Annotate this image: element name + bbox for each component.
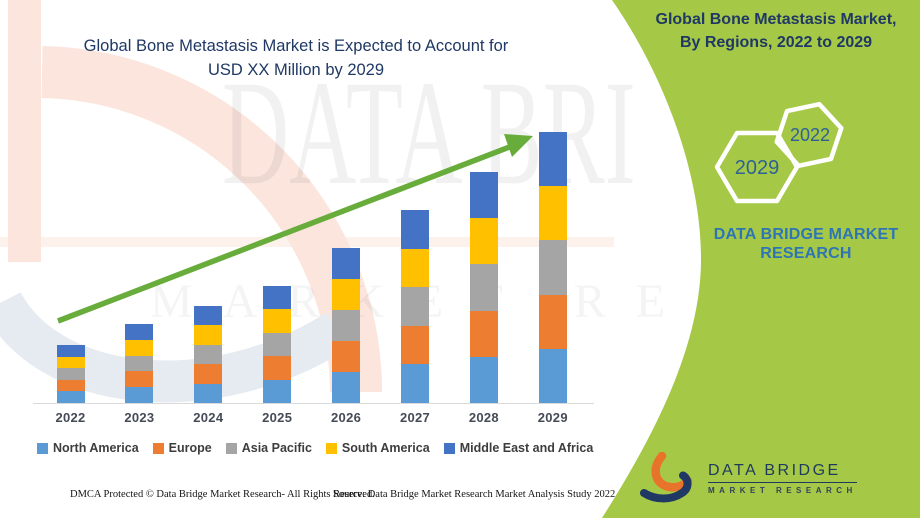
- logo-name: DATA BRIDGE: [708, 462, 857, 483]
- legend-label-middle-east-and-africa: Middle East and Africa: [459, 441, 594, 455]
- brand-text-line1: DATA BRIDGE MARKET: [713, 226, 899, 243]
- bar-2024-segment-south-america: [194, 325, 223, 345]
- footer-source-text: Source: Data Bridge Market Research Mark…: [333, 489, 616, 500]
- bar-2023-segment-south-america: [125, 339, 154, 356]
- bar-2029-segment-middle-east-and-africa: [538, 132, 567, 187]
- hexagon-2022-year: 2022: [790, 125, 830, 145]
- bar-2026-segment-north-america: [332, 372, 361, 403]
- x-axis-label-2028: 2028: [468, 410, 499, 425]
- legend-label-asia-pacific: Asia Pacific: [241, 441, 312, 455]
- data-bridge-logo: DATA BRIDGE MARKET RESEARCH: [640, 452, 857, 504]
- legend-swatch-asia-pacific: [225, 442, 237, 454]
- legend-item-asia-pacific: Asia Pacific: [225, 441, 312, 455]
- legend-label-south-america: South America: [341, 441, 430, 455]
- bar-2026-segment-europe: [332, 341, 361, 372]
- chart-title-line2: USD XX Million by 2029: [207, 61, 385, 79]
- chart-legend: North America Europe Asia Pacific South Ame…: [37, 441, 593, 455]
- bar-2023-segment-north-america: [125, 387, 154, 403]
- chart-title: Global Bone Metastasis Market is Expecte…: [40, 34, 552, 82]
- brand-text-line2: RESEARCH: [760, 245, 852, 262]
- bar-2022-segment-north-america: [56, 391, 85, 403]
- legend-item-south-america: South America: [325, 441, 430, 455]
- bar-2022-segment-south-america: [56, 356, 85, 369]
- bar-2024-segment-north-america: [194, 383, 223, 403]
- x-axis-label-2024: 2024: [193, 410, 224, 425]
- bar-2023-segment-asia-pacific: [125, 355, 154, 372]
- x-axis-label-2025: 2025: [262, 410, 293, 425]
- bar-2022-segment-asia-pacific: [56, 368, 85, 380]
- legend-item-europe: Europe: [152, 441, 212, 455]
- bar-2027-segment-north-america: [401, 364, 429, 403]
- bar-2029-segment-asia-pacific: [538, 240, 567, 295]
- legend-item-middle-east-and-africa: Middle East and Africa: [443, 441, 594, 455]
- logo-text-column: DATA BRIDGE MARKET RESEARCH: [708, 462, 857, 495]
- bar-2029-segment-north-america: [538, 348, 567, 403]
- legend-label-north-america: North America: [53, 441, 139, 455]
- legend-swatch-europe: [152, 442, 164, 454]
- legend-swatch-north-america: [37, 442, 48, 454]
- legend-swatch-middle-east-and-africa: [443, 442, 455, 454]
- x-axis-label-2023: 2023: [124, 410, 155, 425]
- watermark-logo-stem: [8, 0, 41, 262]
- logo-subtitle: MARKET RESEARCH: [708, 485, 857, 495]
- x-axis-label-2022: 2022: [55, 410, 86, 425]
- bar-2024-segment-europe: [194, 364, 223, 384]
- bar-2023-segment-europe: [125, 371, 154, 388]
- brand-text: DATA BRIDGE MARKET RESEARCH: [698, 225, 914, 263]
- bar-2022-segment-middle-east-and-africa: [56, 345, 85, 357]
- hexagon-2029-year: 2029: [735, 157, 780, 179]
- bar-2025-segment-asia-pacific: [263, 332, 292, 357]
- footer-dmca-text: DMCA Protected © Data Bridge Market Rese…: [70, 489, 375, 500]
- legend-item-north-america: North America: [37, 441, 139, 455]
- bar-2029-segment-south-america: [538, 186, 567, 241]
- x-axis-label-2027: 2027: [399, 410, 431, 425]
- bar-2027-segment-europe: [401, 325, 429, 365]
- bar-2028-segment-north-america: [469, 356, 498, 403]
- x-axis-line: [33, 403, 594, 404]
- bar-2025-segment-north-america: [263, 379, 292, 403]
- x-axis-label-2029: 2029: [537, 410, 568, 425]
- bar-2022-segment-europe: [56, 379, 85, 392]
- x-axis-label-2026: 2026: [331, 410, 362, 425]
- bar-2029-segment-europe: [538, 294, 567, 349]
- data-bridge-logo-mark: [640, 452, 693, 503]
- legend-label-europe: Europe: [168, 441, 212, 455]
- chart-title-line1: Global Bone Metastasis Market is Expecte…: [83, 37, 509, 55]
- bar-2025-segment-europe: [263, 356, 292, 380]
- bar-2024-segment-asia-pacific: [194, 344, 223, 365]
- bar-2023-segment-middle-east-and-africa: [125, 324, 154, 340]
- legend-swatch-south-america: [325, 442, 337, 454]
